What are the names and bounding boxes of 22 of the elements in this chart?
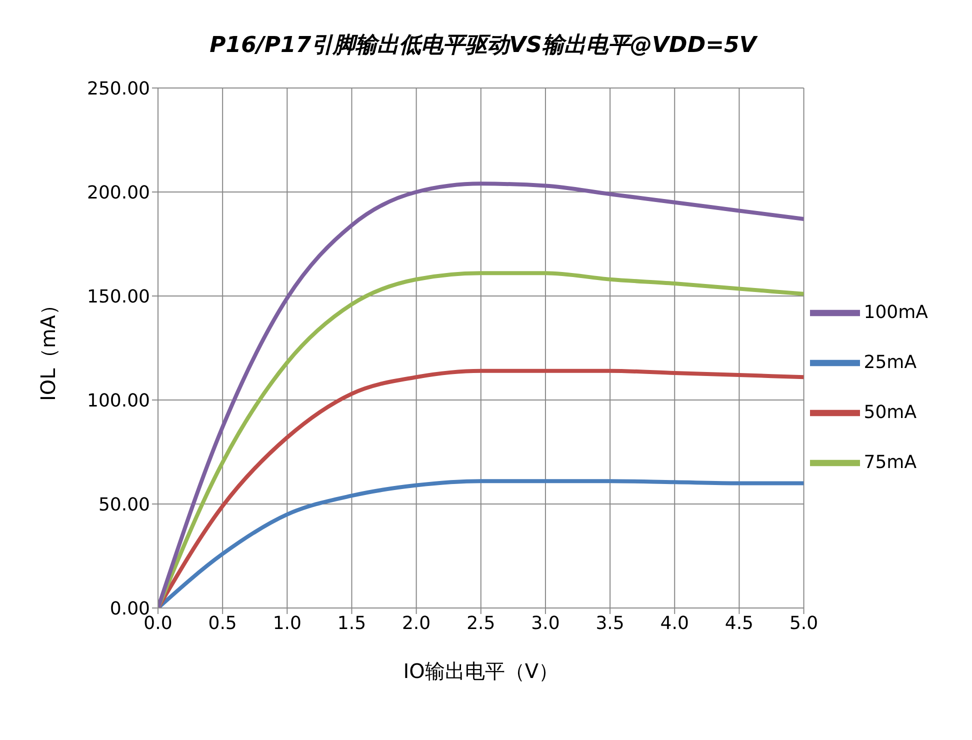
y-axis-title: IOL（mA） <box>36 295 60 401</box>
x-tick-label: 0.5 <box>208 612 237 634</box>
y-tick-label: 250.00 <box>87 78 150 100</box>
x-tick-label: 5.0 <box>789 612 818 634</box>
y-tick-label: 150.00 <box>87 286 150 308</box>
legend-label: 50mA <box>864 402 917 423</box>
x-tick-label: 4.5 <box>724 612 754 634</box>
y-tick-label: 200.00 <box>87 182 150 204</box>
x-tick-label: 2.0 <box>402 612 431 634</box>
x-tick-label: 2.5 <box>466 612 496 634</box>
legend-label: 75mA <box>864 452 917 473</box>
x-tick-label: 1.0 <box>272 612 302 634</box>
chart-title: P16/P17引脚输出低电平驱动VS输出电平@VDD=5V <box>208 32 759 60</box>
x-axis-title: IO输出电平（V） <box>403 659 559 683</box>
x-tick-label: 3.5 <box>596 612 624 634</box>
y-tick-label: 100.00 <box>87 390 150 412</box>
legend-label: 100mA <box>864 302 928 323</box>
x-tick-label: 3.0 <box>531 612 560 634</box>
legend-label: 25mA <box>864 352 917 373</box>
x-tick-label: 4.0 <box>660 612 689 634</box>
x-tick-label: 1.5 <box>337 612 366 634</box>
y-tick-label: 50.00 <box>98 494 150 516</box>
